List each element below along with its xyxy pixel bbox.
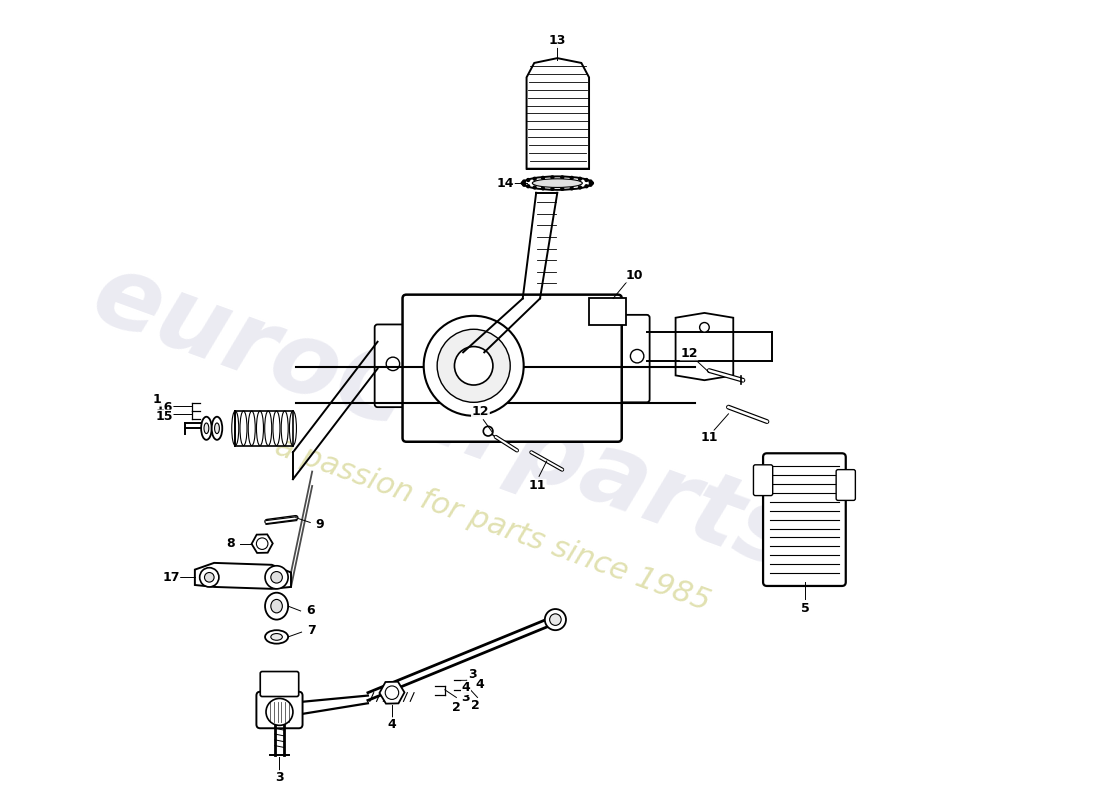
Text: 12: 12: [472, 406, 490, 418]
Circle shape: [385, 686, 398, 699]
Ellipse shape: [289, 411, 296, 446]
FancyBboxPatch shape: [256, 692, 302, 728]
Circle shape: [522, 183, 526, 186]
Ellipse shape: [544, 609, 566, 630]
Ellipse shape: [204, 423, 209, 434]
Circle shape: [590, 180, 592, 183]
Text: 11: 11: [701, 431, 718, 445]
Text: 14: 14: [497, 177, 514, 190]
Circle shape: [591, 182, 593, 185]
Ellipse shape: [273, 411, 280, 446]
Text: 15: 15: [155, 410, 173, 423]
Polygon shape: [675, 313, 734, 380]
Ellipse shape: [214, 423, 219, 434]
Ellipse shape: [282, 411, 288, 446]
Ellipse shape: [240, 411, 248, 446]
Text: 4: 4: [475, 678, 484, 690]
Ellipse shape: [265, 630, 288, 644]
Circle shape: [561, 187, 563, 190]
Circle shape: [534, 186, 536, 189]
Circle shape: [205, 573, 214, 582]
Circle shape: [483, 426, 493, 436]
Ellipse shape: [271, 634, 283, 640]
Polygon shape: [195, 563, 292, 589]
Circle shape: [570, 187, 573, 190]
Text: 2: 2: [452, 701, 461, 714]
Circle shape: [590, 183, 592, 186]
FancyBboxPatch shape: [403, 294, 621, 442]
Ellipse shape: [532, 178, 582, 187]
Circle shape: [454, 346, 493, 385]
Text: 3: 3: [275, 770, 284, 784]
Text: 3: 3: [462, 691, 471, 704]
Ellipse shape: [256, 411, 264, 446]
Circle shape: [266, 698, 293, 726]
Ellipse shape: [265, 411, 272, 446]
Circle shape: [271, 571, 283, 583]
Polygon shape: [527, 58, 590, 169]
Ellipse shape: [522, 176, 592, 190]
Circle shape: [437, 330, 510, 402]
Text: 2: 2: [471, 698, 480, 712]
Circle shape: [386, 357, 399, 370]
FancyBboxPatch shape: [590, 298, 626, 326]
Text: 7: 7: [307, 624, 316, 637]
Circle shape: [579, 178, 582, 180]
Text: 13: 13: [549, 34, 566, 47]
Circle shape: [585, 178, 587, 182]
Circle shape: [551, 176, 553, 179]
Circle shape: [534, 178, 536, 180]
FancyBboxPatch shape: [763, 454, 846, 586]
Text: 3: 3: [469, 668, 477, 681]
Circle shape: [521, 182, 525, 185]
Text: 8: 8: [227, 537, 234, 550]
Ellipse shape: [271, 599, 283, 613]
Circle shape: [424, 316, 524, 416]
Ellipse shape: [265, 593, 288, 620]
Circle shape: [541, 177, 544, 179]
Circle shape: [700, 322, 710, 332]
FancyBboxPatch shape: [261, 671, 299, 697]
Ellipse shape: [201, 417, 211, 440]
Text: euroCarparts: euroCarparts: [79, 246, 811, 591]
FancyBboxPatch shape: [610, 315, 650, 402]
Text: 11: 11: [528, 479, 546, 493]
Circle shape: [551, 187, 553, 190]
Circle shape: [527, 178, 530, 182]
FancyBboxPatch shape: [375, 325, 414, 407]
Circle shape: [265, 566, 288, 589]
Text: a passion for parts since 1985: a passion for parts since 1985: [272, 432, 715, 617]
Text: 5: 5: [801, 602, 810, 614]
Text: 4: 4: [387, 718, 396, 731]
Text: 10: 10: [626, 269, 644, 282]
Circle shape: [527, 185, 530, 188]
Text: 6: 6: [306, 605, 315, 618]
Ellipse shape: [232, 411, 239, 446]
Circle shape: [541, 187, 544, 190]
Circle shape: [256, 538, 268, 550]
Circle shape: [200, 568, 219, 587]
Circle shape: [585, 185, 587, 188]
Text: 9: 9: [316, 518, 324, 531]
Circle shape: [630, 350, 644, 363]
Text: 1: 1: [153, 393, 162, 406]
Circle shape: [522, 180, 526, 183]
Text: 4: 4: [462, 682, 471, 694]
Text: 12: 12: [680, 346, 697, 360]
Circle shape: [570, 177, 573, 179]
FancyBboxPatch shape: [754, 465, 772, 495]
Ellipse shape: [550, 614, 561, 626]
Circle shape: [561, 176, 563, 179]
Ellipse shape: [211, 417, 222, 440]
Ellipse shape: [249, 411, 255, 446]
FancyBboxPatch shape: [836, 470, 856, 500]
Text: 17: 17: [162, 571, 179, 584]
Text: 16: 16: [155, 401, 173, 414]
Circle shape: [579, 186, 582, 189]
